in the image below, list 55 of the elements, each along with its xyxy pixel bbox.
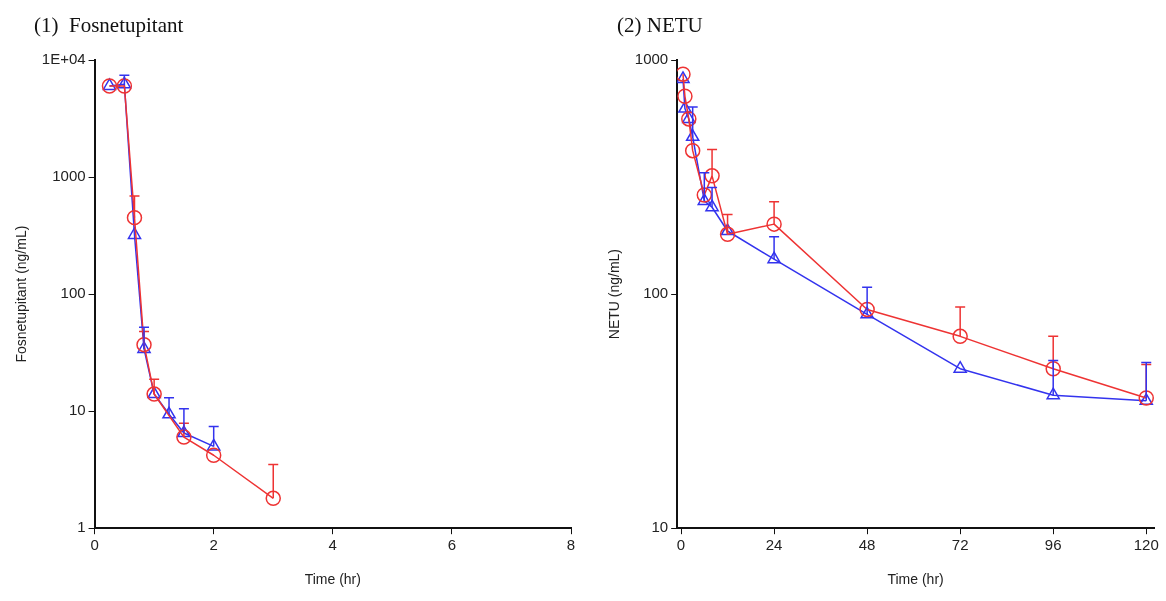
x-tick-label: 6 <box>447 536 457 554</box>
point <box>953 360 967 373</box>
point <box>1045 360 1061 377</box>
point <box>677 71 690 84</box>
point <box>136 336 152 353</box>
x-tick-label: 0 <box>676 536 686 554</box>
y-axis-title: Fosnetupitant (ng/mL) <box>13 225 30 363</box>
x-tick-label: 8 <box>566 536 576 554</box>
x-axis-title: Time (hr) <box>304 571 361 588</box>
y-tick-label: 10 <box>651 518 669 536</box>
point <box>137 341 151 354</box>
x-tick-label: 96 <box>1044 536 1062 554</box>
y-tick-label: 10 <box>68 401 86 419</box>
x-tick-label: 0 <box>90 536 99 554</box>
point <box>766 216 782 232</box>
point <box>1046 387 1061 400</box>
point <box>705 199 719 212</box>
y-axis-title: NETU (ng/mL) <box>606 248 623 340</box>
point <box>265 490 281 507</box>
point <box>126 209 143 226</box>
point <box>704 168 720 184</box>
point <box>677 66 691 82</box>
y-tick-label: 1E+04 <box>41 50 86 68</box>
y-tick-label: 100 <box>60 284 86 302</box>
point <box>127 227 142 240</box>
y-tick-label: 1000 <box>52 167 86 185</box>
point <box>720 223 735 236</box>
point <box>678 100 692 113</box>
x-tick-label: 24 <box>765 536 783 554</box>
point <box>677 88 693 105</box>
x-tick-label: 4 <box>328 536 337 554</box>
point <box>116 78 133 94</box>
x-tick-label: 120 <box>1133 536 1159 554</box>
point <box>767 251 781 264</box>
chart-title: (1) Fosnetupitant <box>33 12 185 39</box>
point <box>162 406 176 419</box>
point <box>206 438 221 451</box>
point <box>176 429 192 445</box>
y-tick-label: 100 <box>643 284 669 302</box>
point <box>952 328 968 345</box>
chart-title: (2) NETU <box>616 12 704 39</box>
point <box>685 129 700 142</box>
point <box>719 226 736 243</box>
x-tick-label: 48 <box>858 536 876 554</box>
point <box>684 142 701 159</box>
point <box>860 306 874 319</box>
point <box>697 193 712 206</box>
x-axis-title: Time (hr) <box>887 571 944 588</box>
y-tick-label: 1000 <box>634 50 669 68</box>
x-tick-label: 2 <box>209 536 218 554</box>
point <box>205 447 222 463</box>
point <box>696 187 713 203</box>
y-tick-label: 1 <box>77 518 86 536</box>
point <box>859 301 875 318</box>
x-tick-label: 72 <box>951 536 969 554</box>
